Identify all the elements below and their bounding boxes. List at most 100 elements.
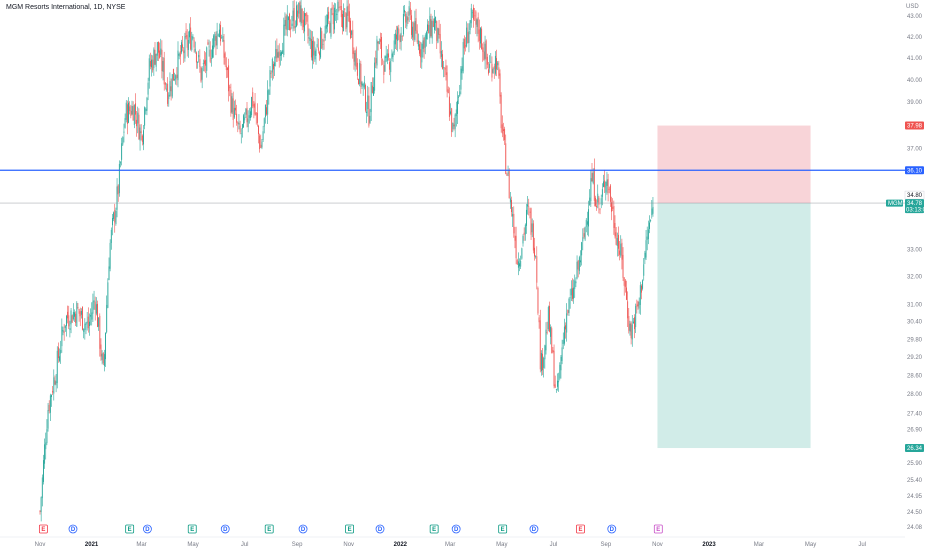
candle-body bbox=[136, 119, 138, 127]
candle-body bbox=[290, 27, 292, 31]
candle-body bbox=[147, 82, 149, 95]
candle-body bbox=[615, 232, 617, 245]
candle-body bbox=[540, 353, 542, 372]
candle-body bbox=[285, 16, 287, 30]
candle-body bbox=[588, 209, 589, 227]
candle-body bbox=[524, 224, 526, 235]
candle-body bbox=[601, 189, 603, 197]
candle-body bbox=[177, 50, 179, 81]
candle-body bbox=[529, 211, 531, 213]
x-tick-label: Mar bbox=[136, 542, 146, 548]
candle-body bbox=[435, 16, 437, 23]
candle-body bbox=[552, 349, 554, 352]
candle-body bbox=[109, 242, 111, 269]
candle-body bbox=[536, 256, 538, 283]
candle-body bbox=[522, 235, 524, 244]
candle-body bbox=[56, 350, 58, 384]
candle-body bbox=[146, 97, 148, 111]
candle-body bbox=[198, 55, 200, 58]
candle-body bbox=[488, 69, 489, 74]
candle-body bbox=[347, 5, 349, 16]
candle-body bbox=[267, 90, 269, 115]
candle-body bbox=[252, 92, 254, 107]
candle-body bbox=[254, 102, 256, 115]
candle-body bbox=[82, 307, 83, 330]
candle-body bbox=[41, 477, 43, 499]
dividend-icon bbox=[375, 524, 385, 534]
y-tick-label: 27.40 bbox=[907, 411, 923, 417]
candle-body bbox=[574, 280, 576, 290]
candle-body bbox=[228, 65, 230, 92]
candle-body bbox=[121, 143, 123, 160]
candle-body bbox=[649, 222, 650, 230]
candle-body bbox=[551, 328, 553, 354]
candle-body bbox=[95, 304, 97, 314]
candle-body bbox=[163, 57, 165, 85]
candle-body bbox=[368, 95, 370, 126]
candle-body bbox=[151, 59, 152, 68]
candle-body bbox=[558, 381, 560, 383]
candle-body bbox=[478, 29, 480, 41]
candle-body bbox=[253, 103, 255, 108]
candle-body bbox=[560, 356, 562, 371]
candle-body bbox=[458, 96, 460, 98]
candle-body bbox=[116, 186, 118, 210]
candle-body bbox=[549, 305, 550, 332]
candle-body bbox=[53, 377, 55, 394]
candle-body bbox=[300, 5, 302, 25]
candle-body bbox=[108, 266, 110, 280]
candle-body bbox=[78, 308, 80, 314]
candle-body bbox=[231, 96, 233, 113]
candle-body bbox=[86, 321, 88, 324]
candle-body bbox=[279, 52, 281, 56]
candle-body bbox=[89, 321, 90, 327]
candle-body bbox=[506, 174, 508, 176]
candle-body bbox=[206, 47, 208, 71]
candle-body bbox=[77, 307, 79, 309]
candle-body bbox=[202, 63, 204, 65]
candle-body bbox=[204, 60, 205, 64]
candle-body bbox=[344, 8, 346, 11]
candle-body bbox=[422, 40, 424, 49]
candle-body bbox=[200, 67, 202, 82]
candle-body bbox=[332, 13, 334, 25]
candle-body bbox=[448, 96, 450, 117]
candle-body bbox=[557, 380, 558, 387]
candle-body bbox=[490, 61, 492, 63]
candle-body bbox=[314, 50, 316, 60]
candle-body bbox=[76, 302, 78, 327]
dividend-icon bbox=[143, 524, 152, 534]
candle-body bbox=[310, 39, 312, 58]
candle-body bbox=[320, 27, 322, 58]
earnings-icon bbox=[38, 524, 48, 534]
candle-body bbox=[213, 35, 215, 50]
candle-body bbox=[611, 202, 612, 212]
candle-body bbox=[613, 205, 615, 228]
candle-body bbox=[304, 12, 305, 32]
candle-body bbox=[569, 297, 571, 299]
candle-body bbox=[355, 48, 357, 67]
candle-body bbox=[599, 209, 601, 211]
candle-body bbox=[385, 55, 387, 59]
candle-body bbox=[239, 125, 241, 133]
candle-body bbox=[90, 315, 92, 317]
x-tick-label: Nov bbox=[35, 542, 46, 548]
candle-body bbox=[268, 89, 270, 95]
candle-body bbox=[366, 111, 368, 113]
x-tick-label: Mar bbox=[754, 542, 764, 548]
candle-body bbox=[306, 13, 308, 22]
candle-body bbox=[152, 59, 154, 71]
candle-body bbox=[350, 20, 351, 39]
candle-body bbox=[276, 48, 278, 62]
candle-body bbox=[511, 200, 512, 213]
candle-body bbox=[526, 209, 527, 226]
candle-body bbox=[248, 115, 250, 118]
candle-body bbox=[382, 59, 384, 61]
event-type-label: D bbox=[378, 527, 383, 533]
candle-body bbox=[638, 301, 640, 309]
candle-body bbox=[400, 32, 402, 42]
candle-body bbox=[140, 131, 142, 134]
candle-body bbox=[138, 114, 140, 140]
candle-body bbox=[386, 53, 388, 61]
